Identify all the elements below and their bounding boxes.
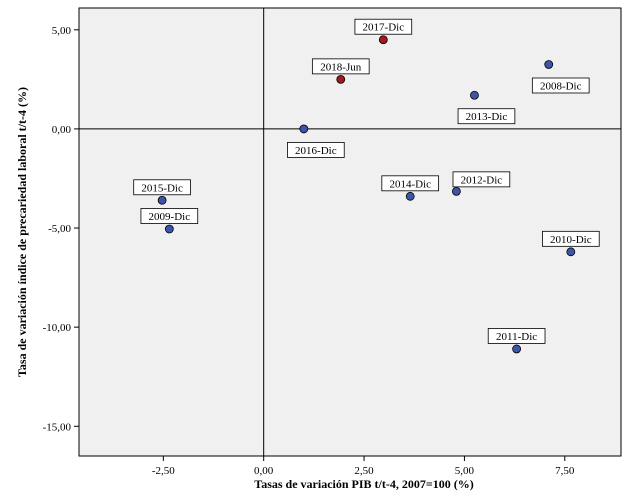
point-label: 2008-Dic [540,80,582,92]
x-tick-label: 7,50 [555,465,575,477]
x-axis-ticks: -2,50 0,00 2,50 5,00 7,50 [152,456,575,477]
point-label-box [133,179,191,196]
data-point [470,90,479,100]
point-label: 2015-Dic [141,182,183,194]
data-point [405,191,415,201]
point-label-box [452,171,511,188]
point-label-box [311,58,370,75]
point-label: 2017-Dic [363,22,405,34]
data-points: 2017-Dic 2018-Jun 2008-Dic 2013-Dic 2016-Dic… [133,18,600,354]
point-label-box [381,175,440,192]
y-tick-label: -15,00 [43,421,72,433]
point-label-box [457,108,516,125]
x-axis-title: Tasas de variación PIB t/t-4, 2007=100 (… [254,477,473,491]
point-label-box [140,208,199,224]
data-point [164,224,174,234]
x-tick-label: 5,00 [455,465,475,477]
data-point [299,124,309,134]
point-label-box [487,328,546,344]
data-point [451,186,461,196]
point-label-box [354,18,413,35]
data-point [566,247,576,257]
point-label: 2014-Dic [389,178,431,190]
point-label: 2010-Dic [550,234,592,246]
y-axis-ticks: 5,00 0,00 -5,00 -10,00 -15,00 [43,25,79,433]
x-tick-label: 0,00 [254,465,274,477]
data-point [544,60,554,69]
point-label-box [542,230,600,247]
point-label: 2016-Dic [295,145,337,157]
point-label: 2009-Dic [149,211,191,223]
point-label: 2011-Dic [496,331,537,343]
data-point [336,74,346,84]
point-label: 2018-Jun [320,61,361,73]
point-label-box [287,142,345,158]
y-tick-label: 0,00 [52,124,72,136]
plot-area [78,7,622,457]
data-point [378,35,388,45]
data-point [157,195,167,205]
x-tick-label: 2,50 [354,465,374,477]
y-tick-label: -10,00 [43,322,72,334]
y-tick-label: -5,00 [48,223,71,235]
y-tick-label: 5,00 [52,25,72,37]
point-label: 2013-Dic [466,111,508,123]
x-tick-label: -2,50 [152,465,175,477]
y-axis-title: Tasa de variación índice de precariedad … [15,87,29,377]
data-point [512,344,522,354]
point-label-box [531,77,590,94]
point-label: 2012-Dic [461,174,503,186]
